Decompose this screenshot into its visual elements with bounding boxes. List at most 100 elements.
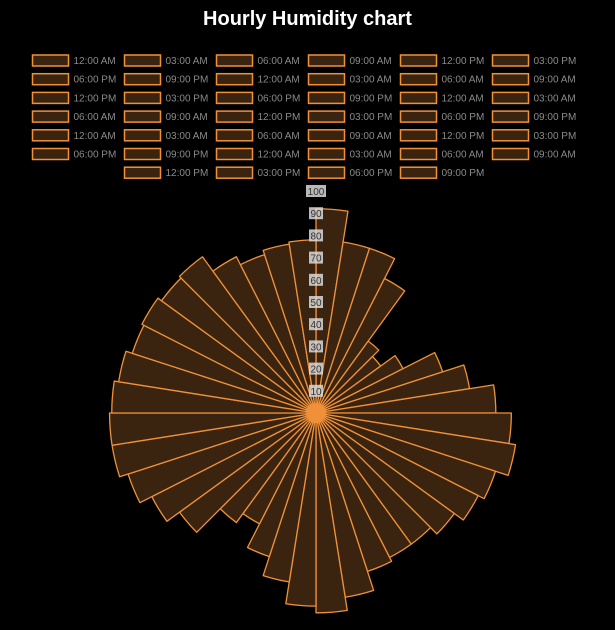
legend-item[interactable]: 09:00 AM <box>307 54 392 67</box>
legend-label: 12:00 AM <box>258 150 300 161</box>
legend-item[interactable]: 06:00 AM <box>31 110 116 123</box>
legend-item[interactable]: 03:00 PM <box>491 54 577 67</box>
legend-item[interactable]: 12:00 AM <box>215 72 300 86</box>
legend-item[interactable]: 03:00 AM <box>123 129 208 142</box>
legend-swatch <box>123 110 162 123</box>
legend-item[interactable]: 06:00 PM <box>399 110 485 123</box>
legend-item[interactable]: 06:00 PM <box>215 91 301 104</box>
legend-item[interactable]: 09:00 AM <box>491 147 576 161</box>
tick-backdrop <box>306 185 326 197</box>
polar-wedge[interactable] <box>315 412 497 500</box>
legend-swatch <box>31 147 70 161</box>
legend: 12:00 AM 03:00 AM 06:00 AM 09:00 AM 12:00 PM… <box>31 54 577 179</box>
legend-item[interactable]: 12:00 PM <box>123 166 209 179</box>
legend-swatch <box>215 110 254 123</box>
legend-label: 03:00 AM <box>350 150 392 161</box>
legend-label: 03:00 AM <box>350 75 392 86</box>
polar-wedge[interactable] <box>315 412 455 535</box>
legend-label: 03:00 PM <box>534 131 577 142</box>
legend-label: 06:00 PM <box>74 75 117 86</box>
legend-item[interactable]: 03:00 AM <box>491 91 576 105</box>
legend-swatch <box>399 91 438 105</box>
radial-tick: 90 <box>309 207 323 220</box>
legend-swatch <box>215 129 254 142</box>
legend-item[interactable]: 03:00 PM <box>307 110 393 123</box>
legend-label: 12:00 PM <box>258 112 301 123</box>
legend-item[interactable]: 06:00 AM <box>215 129 300 142</box>
legend-item[interactable]: 06:00 PM <box>307 166 393 179</box>
legend-item[interactable]: 09:00 AM <box>123 110 208 123</box>
legend-swatch <box>399 54 438 67</box>
legend-item[interactable]: 12:00 PM <box>399 129 485 142</box>
legend-swatch <box>215 72 254 86</box>
legend-label: 03:00 PM <box>258 168 301 179</box>
legend-item[interactable]: 06:00 AM <box>399 147 484 161</box>
legend-label: 06:00 AM <box>258 131 300 142</box>
legend-swatch <box>399 166 438 179</box>
tick-backdrop <box>309 296 323 308</box>
legend-label: 12:00 AM <box>258 75 300 86</box>
legend-item[interactable]: 12:00 PM <box>31 91 117 104</box>
legend-item[interactable]: 12:00 AM <box>215 147 300 161</box>
tick-label: 60 <box>310 276 322 287</box>
radial-tick: 20 <box>309 362 323 376</box>
legend-item[interactable]: 12:00 AM <box>31 54 116 67</box>
legend-label: 09:00 AM <box>350 56 392 67</box>
legend-item[interactable]: 09:00 PM <box>123 147 209 161</box>
tick-backdrop <box>309 229 323 242</box>
polar-wedge[interactable] <box>178 256 317 414</box>
radial-tick: 50 <box>309 296 323 309</box>
legend-item[interactable]: 12:00 PM <box>215 110 301 123</box>
legend-label: 09:00 PM <box>534 112 577 123</box>
legend-item[interactable]: 12:00 AM <box>31 129 116 142</box>
tick-label: 100 <box>308 187 325 198</box>
legend-item[interactable]: 09:00 PM <box>307 91 393 104</box>
polar-wedge[interactable] <box>141 297 317 414</box>
legend-item[interactable]: 03:00 AM <box>307 72 392 86</box>
legend-item[interactable]: 03:00 PM <box>491 129 577 142</box>
legend-item[interactable]: 06:00 AM <box>399 72 484 86</box>
radial-tick: 30 <box>309 340 323 353</box>
legend-label: 09:00 AM <box>534 75 576 86</box>
polar-wedge[interactable] <box>246 412 317 558</box>
radial-tick: 40 <box>309 318 323 331</box>
legend-swatch <box>31 110 70 123</box>
legend-item[interactable]: 09:00 AM <box>307 129 392 142</box>
legend-swatch <box>491 147 530 161</box>
legend-item[interactable]: 09:00 PM <box>399 166 485 179</box>
legend-swatch <box>123 147 162 161</box>
legend-item[interactable]: 06:00 PM <box>31 72 117 86</box>
legend-item[interactable]: 03:00 PM <box>123 91 209 104</box>
polar-wedge[interactable] <box>108 412 317 446</box>
legend-label: 12:00 AM <box>74 131 116 142</box>
legend-swatch <box>491 91 530 105</box>
polar-wedge[interactable] <box>315 247 396 414</box>
polar-wedge[interactable] <box>212 256 317 414</box>
legend-item[interactable]: 09:00 AM <box>491 72 576 86</box>
legend-label: 09:00 AM <box>534 150 576 161</box>
legend-item[interactable]: 12:00 PM <box>399 54 485 67</box>
legend-swatch <box>31 54 70 67</box>
chart-title: Hourly Humidity chart <box>203 8 412 30</box>
radial-tick: 10 <box>309 384 323 398</box>
legend-item[interactable]: 09:00 PM <box>123 72 209 86</box>
polar-wedge[interactable] <box>315 277 406 414</box>
legend-item[interactable]: 06:00 PM <box>31 147 117 161</box>
legend-label: 06:00 AM <box>258 56 300 67</box>
tick-backdrop <box>309 207 323 220</box>
legend-item[interactable]: 09:00 PM <box>491 110 577 123</box>
tick-label: 50 <box>310 298 322 309</box>
polar-wedge[interactable] <box>315 340 380 414</box>
legend-item[interactable]: 06:00 AM <box>215 54 300 67</box>
polar-wedge[interactable] <box>315 412 348 614</box>
legend-item[interactable]: 03:00 AM <box>123 54 208 67</box>
legend-label: 09:00 PM <box>350 93 393 104</box>
legend-item[interactable]: 12:00 AM <box>399 91 484 105</box>
polar-wedge[interactable] <box>315 412 479 521</box>
legend-label: 03:00 PM <box>350 112 393 123</box>
legend-label: 03:00 PM <box>166 93 209 104</box>
legend-swatch <box>215 147 254 161</box>
legend-item[interactable]: 03:00 AM <box>307 147 392 161</box>
legend-item[interactable]: 03:00 PM <box>215 166 301 179</box>
tick-backdrop <box>309 340 323 353</box>
